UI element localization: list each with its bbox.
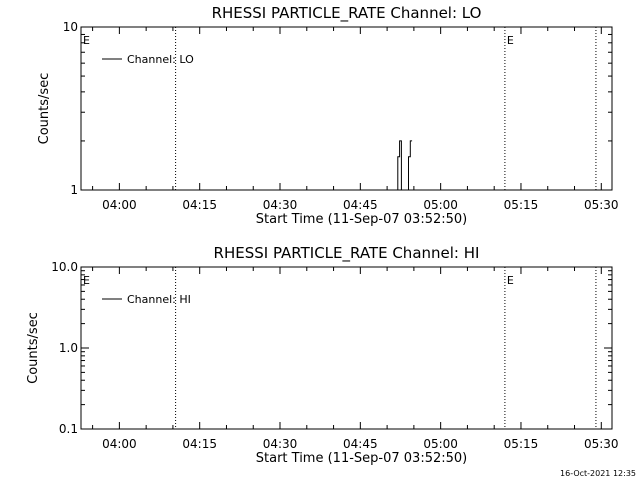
chart-0-xtick-label: 05:30 [584, 198, 619, 212]
chart-1-ytick-label: 10.0 [51, 260, 78, 274]
chart-1-event-marker-label: E [507, 274, 514, 287]
chart-1-xlabel: Start Time (11-Sep-07 03:52:50) [256, 451, 467, 466]
chart-1-start-marker-label: E [83, 274, 90, 287]
chart-1-xtick-label: 04:45 [343, 437, 378, 451]
chart-0-start-marker-label: E [83, 34, 90, 47]
chart-1-title: RHESSI PARTICLE_RATE Channel: HI [214, 244, 480, 263]
chart-1-ytick-label: 0.1 [59, 422, 78, 436]
chart-0-xtick-label: 04:00 [102, 198, 137, 212]
chart-1-frame [80, 266, 613, 430]
chart-0-frame [80, 26, 613, 191]
chart-1-ylabel: Counts/sec [26, 312, 41, 384]
chart-0-ylabel: Counts/sec [37, 73, 52, 145]
chart-0-xtick-label: 04:30 [263, 198, 298, 212]
chart-0-xtick-label: 05:00 [423, 198, 458, 212]
chart-0-xlabel: Start Time (11-Sep-07 03:52:50) [256, 212, 467, 227]
chart-0-event-marker-label: E [507, 34, 514, 47]
chart-1-ytick-label: 1.0 [59, 341, 78, 355]
chart-1-xtick-label: 04:00 [102, 437, 137, 451]
chart-1-xtick-label: 04:30 [263, 437, 298, 451]
chart-1-xtick-label: 05:30 [584, 437, 619, 451]
footer-timestamp: 16-Oct-2021 12:35 [560, 469, 636, 478]
chart-0-xtick-label: 05:15 [504, 198, 539, 212]
chart-0-xtick-label: 04:15 [182, 198, 217, 212]
chart-0-legend-entry: Channel: LO [127, 53, 194, 66]
chart-0-xtick-label: 04:45 [343, 198, 378, 212]
chart-0-series-line [397, 140, 413, 191]
chart-0-ytick-label: 10 [63, 20, 78, 34]
chart-1-legend-entry: Channel: HI [127, 293, 191, 306]
chart-1-xtick-label: 04:15 [182, 437, 217, 451]
chart-0-title: RHESSI PARTICLE_RATE Channel: LO [212, 4, 482, 23]
chart-0-ytick-label: 1 [70, 183, 78, 197]
chart-1-xtick-label: 05:15 [504, 437, 539, 451]
chart-1-xtick-label: 05:00 [423, 437, 458, 451]
